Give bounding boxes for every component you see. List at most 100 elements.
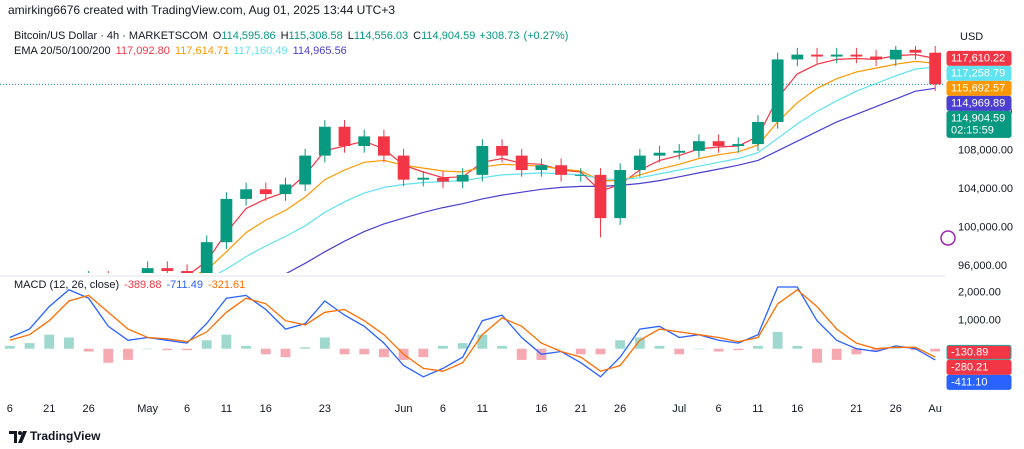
candle-body xyxy=(771,59,784,122)
candle-body xyxy=(830,54,843,57)
candle-body xyxy=(535,165,548,171)
x-tick-label: 21 xyxy=(575,403,587,415)
price-badge xyxy=(946,374,1012,390)
x-tick-label: 26 xyxy=(890,403,902,415)
candle-body xyxy=(653,152,666,156)
histogram-bar xyxy=(516,348,527,360)
histogram-bar xyxy=(378,348,389,358)
candle-body xyxy=(633,155,646,171)
legend-item: EMA 20/50/100/200 xyxy=(14,45,111,57)
histogram-bar xyxy=(575,348,586,355)
x-tick-label: Au xyxy=(928,403,941,415)
legend-item: -389.88 xyxy=(124,279,161,291)
histogram-bar xyxy=(930,348,941,352)
histogram-bar xyxy=(477,334,488,349)
y-tick-label: 104,000.00 xyxy=(958,183,1013,195)
macd-line xyxy=(9,286,936,378)
candle-body xyxy=(732,144,745,146)
candle-body xyxy=(456,174,469,182)
x-tick-label: 6 xyxy=(716,403,722,415)
histogram-bar xyxy=(556,348,567,350)
candle-body xyxy=(318,126,331,156)
alert-icon xyxy=(940,230,956,246)
price-pane xyxy=(0,45,945,273)
currency: USD xyxy=(960,31,983,43)
histogram-bar xyxy=(693,348,704,350)
candle-body xyxy=(555,165,567,175)
histogram-bar xyxy=(674,348,685,355)
histogram-bar xyxy=(201,340,212,349)
price-badge-label: -280.21 xyxy=(951,361,988,373)
legend-item: 117,160.49 xyxy=(233,45,287,57)
x-tick-label: 21 xyxy=(850,403,862,415)
candle-body xyxy=(417,177,430,180)
histogram-bar xyxy=(83,348,94,352)
candle-body xyxy=(299,155,312,185)
histogram-bar xyxy=(753,345,763,349)
countdown: 02:15:59 xyxy=(951,124,994,136)
legend-item: -711.49 xyxy=(166,279,203,291)
legend-item: +308.73 xyxy=(479,30,519,42)
x-tick-label: 6 xyxy=(440,403,446,415)
legend-item: 115,308.58 xyxy=(289,30,343,42)
x-tick-label: 11 xyxy=(752,403,763,415)
x-tick-label: May xyxy=(137,403,158,415)
candle-body xyxy=(515,155,528,171)
candle-body xyxy=(673,150,686,153)
candle-body xyxy=(870,56,882,60)
histogram-bar xyxy=(654,345,665,349)
y-tick-label: 96,000.00 xyxy=(958,260,1007,272)
y-tick-label: 108,000.00 xyxy=(958,145,1013,157)
candle-body xyxy=(259,189,272,195)
histogram-bar xyxy=(831,348,842,360)
legend-item: 114,595.86 xyxy=(221,30,275,42)
x-tick-label: 16 xyxy=(535,403,547,415)
histogram-bar xyxy=(221,334,232,349)
candle-body xyxy=(909,49,922,53)
axes: 6 21 26 May 6 11 16 23 Jun 6 11 16 21 26 Jul 6 11 16 21 26 A… xyxy=(7,50,1013,415)
x-tick-label: 26 xyxy=(614,403,626,415)
legend: Bitcoin/US Dollar · 4h · MARKETSCOM O114,… xyxy=(14,30,568,42)
histogram-bar xyxy=(772,331,783,349)
histogram-bar xyxy=(733,348,744,351)
histogram-bar xyxy=(241,345,252,349)
histogram-bar xyxy=(812,348,822,363)
x-tick-label: Jun xyxy=(395,403,413,415)
histogram-bar xyxy=(260,348,271,355)
histogram-bar xyxy=(792,345,803,349)
brand: TradingView xyxy=(30,429,101,443)
price-badge-label: -411.10 xyxy=(951,376,988,388)
histogram-bar xyxy=(713,348,724,352)
candle-body xyxy=(850,54,863,57)
legend-item: O xyxy=(213,30,222,42)
histogram-bar xyxy=(63,337,74,349)
histogram-bar xyxy=(851,348,862,355)
logo-dot xyxy=(18,431,22,435)
legend-item: 114,965.56 xyxy=(293,45,347,57)
legend: EMA 20/50/100/200 117,092.80 117,614.71 117… xyxy=(14,45,347,57)
x-tick-label: 6 xyxy=(184,403,190,415)
price-badge xyxy=(946,80,1012,96)
candle-body xyxy=(279,184,292,195)
candle-body xyxy=(240,189,252,199)
macd-pane xyxy=(4,286,941,378)
candle-body xyxy=(358,136,371,146)
logo-icon xyxy=(9,431,27,443)
price-badge xyxy=(946,359,1012,375)
price-badge xyxy=(946,50,1012,66)
candle-body xyxy=(200,242,213,273)
x-tick-label: 6 xyxy=(7,403,13,415)
price-badge xyxy=(946,95,1012,111)
price-badge xyxy=(946,65,1012,81)
histogram-bar xyxy=(142,348,153,350)
price-badge-label: 115,692.57 xyxy=(951,82,1005,94)
histogram-bar xyxy=(44,334,55,349)
candle-body xyxy=(437,177,449,182)
candle-body xyxy=(476,145,489,175)
histogram-bar xyxy=(339,348,350,355)
ema-line xyxy=(285,87,936,273)
x-tick-label: 16 xyxy=(260,403,272,415)
caption: amirking6676 created with TradingView.co… xyxy=(8,3,395,17)
histogram-bar xyxy=(162,348,173,351)
